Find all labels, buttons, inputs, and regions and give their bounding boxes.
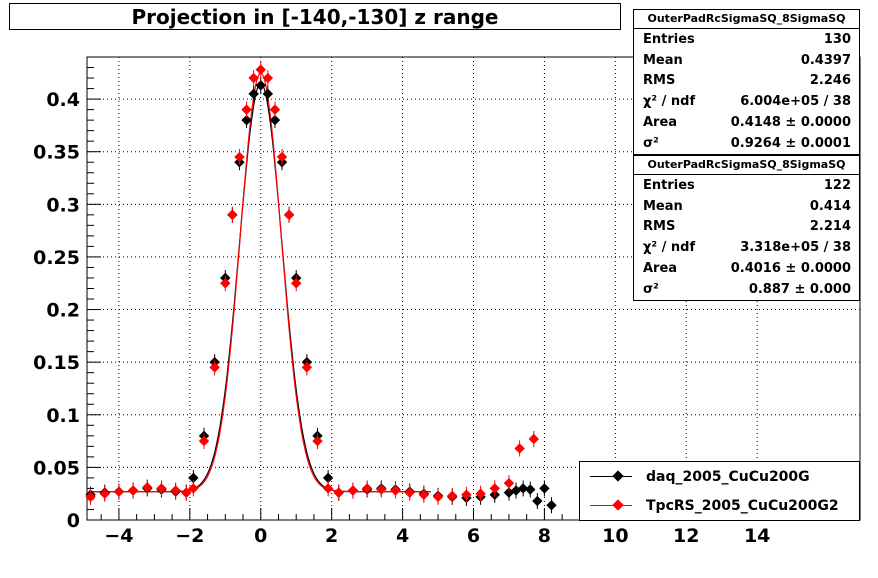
y-tick-label: 0.05	[33, 457, 80, 479]
legend-label: daq_2005_CuCu200G	[646, 468, 810, 485]
y-tick-label: 0.3	[46, 194, 80, 216]
x-tick-label: 12	[673, 525, 699, 547]
stats-row-rms: RMS 2.246	[643, 73, 851, 89]
data-point-tpcrs	[347, 485, 359, 496]
data-point-tpcrs	[404, 487, 415, 498]
x-tick-label: 6	[467, 525, 480, 547]
stats-row-chi2: χ² / ndf 6.004e+05 / 38	[643, 94, 851, 110]
x-tick-label: 10	[602, 525, 628, 547]
data-point-tpcrs	[390, 485, 401, 496]
data-point-tpcrs	[188, 483, 199, 494]
stats-row-entries: Entries 122	[643, 177, 851, 193]
legend: daq_2005_CuCu200G TpcRS_2005_CuCu200G2	[579, 461, 860, 521]
data-point-tpcrs	[283, 209, 295, 221]
x-tick-label: 2	[325, 525, 338, 547]
x-tick-label: 8	[538, 525, 551, 547]
y-tick-label: 0	[67, 510, 80, 532]
data-point-tpcrs	[248, 72, 259, 84]
data-point-tpcrs	[418, 489, 430, 500]
legend-marker-red	[580, 491, 646, 520]
legend-entry-tpcrs: TpcRS_2005_CuCu200G2	[580, 491, 859, 520]
data-point-tpcrs	[113, 486, 125, 497]
stats-box-tpcrs: OuterPadRcSigmaSQ_8SigmaSQ Entries 122 Me…	[633, 155, 860, 301]
data-point-daq	[517, 483, 529, 494]
stats-row-chi2: χ² / ndf 3.318e+05 / 38	[643, 240, 851, 256]
data-point-tpcrs	[461, 489, 472, 500]
stats-row-sigma2: σ² 0.9264 ± 0.0001	[643, 135, 851, 151]
legend-label: TpcRS_2005_CuCu200G2	[646, 497, 839, 514]
x-tick-label: 0	[254, 525, 267, 547]
data-point-tpcrs	[489, 483, 500, 494]
data-point-daq	[255, 80, 266, 91]
data-point-daq	[525, 484, 536, 495]
data-point-daq	[241, 114, 252, 126]
y-tick-label: 0.1	[46, 405, 80, 427]
data-point-tpcrs	[85, 491, 96, 503]
data-point-tpcrs	[209, 362, 220, 373]
stats-box-name: OuterPadRcSigmaSQ_8SigmaSQ	[634, 10, 859, 29]
data-point-tpcrs	[255, 64, 266, 75]
data-point-tpcrs	[432, 491, 444, 503]
x-tick-label: −4	[104, 525, 133, 547]
legend-entry-daq: daq_2005_CuCu200G	[580, 462, 859, 491]
data-point-tpcrs	[181, 487, 192, 498]
stats-row-area: Area 0.4016 ± 0.0000	[643, 261, 851, 277]
data-point-daq	[248, 88, 259, 100]
data-point-tpcrs	[361, 483, 373, 494]
stats-box-name: OuterPadRcSigmaSQ_8SigmaSQ	[634, 156, 859, 175]
data-point-daq	[546, 500, 557, 511]
data-point-daq	[532, 495, 543, 507]
x-tick-label: 14	[744, 525, 770, 547]
data-point-tpcrs	[99, 488, 110, 499]
data-point-tpcrs	[198, 435, 210, 447]
x-tick-label: −2	[175, 525, 204, 547]
y-tick-label: 0.25	[33, 247, 80, 269]
chart-title: Projection in [-140,-130] z range	[9, 3, 621, 30]
data-point-tpcrs	[376, 484, 387, 495]
data-point-tpcrs	[301, 362, 313, 373]
data-point-tpcrs	[269, 104, 281, 115]
stats-box-daq: OuterPadRcSigmaSQ_8SigmaSQ Entries 130 Me…	[633, 9, 860, 155]
y-tick-label: 0.2	[46, 300, 80, 322]
data-point-tpcrs	[322, 483, 334, 494]
data-point-tpcrs	[528, 433, 539, 445]
data-point-tpcrs	[227, 209, 238, 221]
data-point-daq	[539, 483, 550, 494]
data-point-tpcrs	[262, 72, 274, 84]
stats-row-area: Area 0.4148 ± 0.0000	[643, 115, 851, 131]
data-point-tpcrs	[142, 482, 153, 493]
data-point-tpcrs	[475, 488, 486, 499]
data-point-tpcrs	[290, 278, 302, 289]
y-tick-label: 0.4	[46, 89, 80, 111]
data-point-tpcrs	[127, 485, 139, 496]
stats-row-sigma2: σ² 0.887 ± 0.000	[643, 281, 851, 297]
y-tick-label: 0.15	[33, 352, 80, 374]
data-point-daq	[262, 88, 274, 100]
stats-row-mean: Mean 0.4397	[643, 52, 851, 68]
data-point-tpcrs	[170, 485, 181, 496]
data-point-tpcrs	[503, 477, 515, 489]
data-point-tpcrs	[312, 435, 323, 447]
data-point-tpcrs	[156, 483, 167, 494]
stats-row-mean: Mean 0.414	[643, 198, 851, 214]
data-point-tpcrs	[514, 443, 525, 454]
x-tick-label: 4	[396, 525, 409, 547]
data-point-tpcrs	[276, 151, 288, 163]
data-point-tpcrs	[220, 278, 231, 289]
y-tick-label: 0.35	[33, 142, 80, 164]
stats-row-entries: Entries 130	[643, 31, 851, 47]
data-point-tpcrs	[333, 487, 344, 498]
data-point-tpcrs	[447, 490, 458, 502]
data-point-tpcrs	[241, 104, 252, 115]
data-point-daq	[269, 114, 281, 126]
legend-marker-black	[580, 462, 646, 491]
data-point-tpcrs	[234, 151, 245, 163]
stats-row-rms: RMS 2.214	[643, 219, 851, 235]
